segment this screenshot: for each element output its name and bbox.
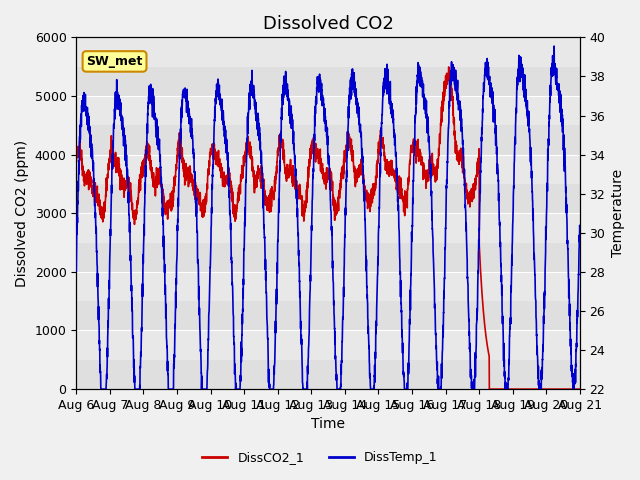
- Legend: DissCO2_1, DissTemp_1: DissCO2_1, DissTemp_1: [197, 446, 443, 469]
- X-axis label: Time: Time: [311, 418, 345, 432]
- Bar: [76, 125, 580, 155]
- Bar: [76, 301, 580, 331]
- Bar: [76, 360, 580, 389]
- Y-axis label: Dissolved CO2 (ppm): Dissolved CO2 (ppm): [15, 140, 29, 287]
- Bar: [76, 242, 580, 272]
- Text: SW_met: SW_met: [86, 55, 143, 68]
- Bar: [76, 67, 580, 96]
- Y-axis label: Temperature: Temperature: [611, 169, 625, 257]
- Title: Dissolved CO2: Dissolved CO2: [262, 15, 394, 33]
- Bar: [76, 184, 580, 213]
